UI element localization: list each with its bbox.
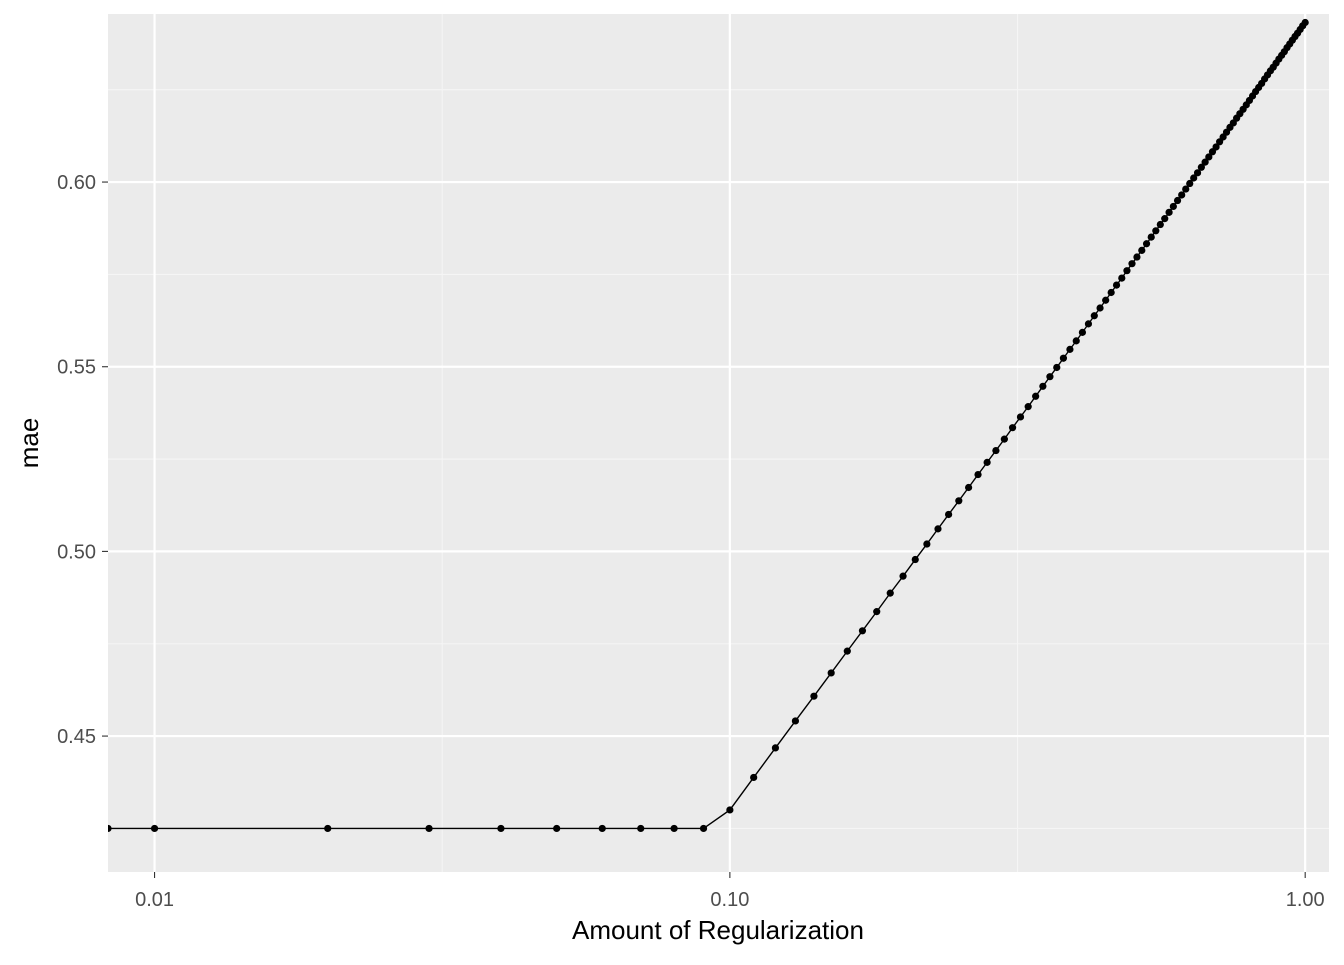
- data-point: [810, 692, 818, 700]
- data-point: [827, 669, 835, 677]
- data-point: [699, 824, 708, 833]
- data-point: [1032, 392, 1040, 400]
- data-point: [497, 824, 505, 833]
- data-point: [1178, 191, 1186, 199]
- data-point: [1173, 196, 1182, 205]
- data-point: [553, 824, 561, 833]
- data-point: [1016, 413, 1025, 421]
- data-point: [1024, 403, 1032, 411]
- data-point: [945, 510, 953, 519]
- y-tick-label: 0.55: [57, 357, 96, 379]
- data-point: [150, 824, 159, 833]
- data-point: [843, 647, 851, 655]
- data-point: [886, 589, 894, 597]
- data-point: [1190, 174, 1198, 182]
- data-point: [1066, 345, 1074, 353]
- data-point: [1156, 220, 1164, 229]
- data-point: [1090, 312, 1098, 320]
- data-point: [1046, 373, 1054, 381]
- data-point: [923, 540, 931, 548]
- series-layer: [108, 18, 1309, 833]
- data-point: [1053, 363, 1061, 372]
- data-point: [1165, 208, 1173, 216]
- data-point: [992, 446, 1000, 455]
- data-point: [1205, 153, 1213, 161]
- data-point: [1186, 179, 1194, 188]
- y-tick-label: 0.50: [57, 541, 96, 563]
- x-axis-title: Amount of Regularization: [572, 915, 864, 945]
- data-point: [1182, 185, 1190, 193]
- data-point: [598, 824, 606, 833]
- data-point: [1123, 267, 1131, 275]
- y-axis-title: mae: [14, 418, 44, 469]
- data-point: [1039, 382, 1047, 390]
- data-point: [911, 555, 919, 564]
- data-point: [858, 627, 867, 635]
- data-point: [1008, 424, 1017, 432]
- data-point: [1169, 202, 1177, 211]
- data-point: [637, 824, 645, 833]
- data-point: [1152, 227, 1160, 235]
- data-point: [670, 824, 678, 833]
- data-point: [1102, 296, 1110, 304]
- data-point: [771, 744, 780, 752]
- data-point: [1197, 163, 1205, 171]
- data-point: [750, 773, 758, 782]
- data-point: [1118, 274, 1126, 282]
- data-point: [1128, 260, 1136, 268]
- data-point: [974, 470, 982, 479]
- major-gridlines: [108, 14, 1329, 872]
- data-point: [1147, 233, 1155, 241]
- data-point: [324, 824, 332, 833]
- data-point: [1161, 215, 1169, 223]
- data-point: [873, 608, 881, 616]
- axis-ticks: [102, 181, 1306, 878]
- x-tick-label: 0.10: [710, 889, 749, 911]
- data-point: [1142, 240, 1151, 248]
- data-point: [1133, 253, 1141, 261]
- data-point: [1059, 354, 1068, 362]
- data-point: [1107, 288, 1115, 297]
- data-point: [791, 717, 800, 725]
- data-point: [108, 824, 112, 833]
- data-point: [1112, 281, 1121, 289]
- data-point: [1078, 328, 1087, 336]
- x-tick-labels: 0.01 0.10 1.00: [135, 889, 1325, 911]
- data-point: [934, 525, 942, 533]
- y-tick-label: 0.60: [57, 172, 96, 194]
- data-point: [1201, 158, 1209, 166]
- data-point: [1096, 304, 1104, 312]
- data-point: [899, 572, 907, 580]
- y-tick-labels: 0.45 0.50 0.55 0.60: [57, 172, 96, 748]
- data-point: [1212, 143, 1220, 151]
- data-point: [955, 497, 963, 505]
- data-point: [1084, 320, 1093, 328]
- data-point: [726, 806, 734, 814]
- x-tick-label: 0.01: [135, 889, 174, 911]
- plot-panel: [108, 14, 1329, 872]
- data-point: [1301, 18, 1309, 27]
- data-point: [1000, 435, 1008, 443]
- x-tick-label: 1.00: [1286, 889, 1325, 911]
- y-tick-label: 0.45: [57, 726, 96, 748]
- data-point: [1072, 337, 1080, 345]
- data-point: [425, 824, 433, 833]
- data-point: [965, 483, 973, 492]
- data-point: [983, 458, 991, 466]
- data-point: [1138, 246, 1146, 254]
- data-point: [1193, 169, 1202, 177]
